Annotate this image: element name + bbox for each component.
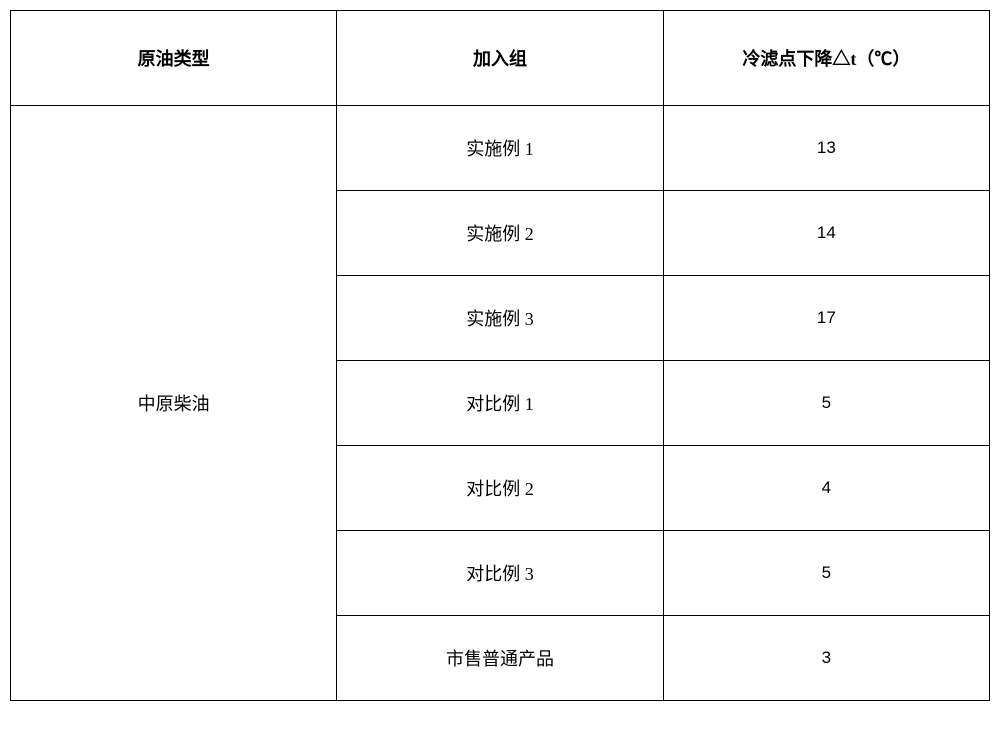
table-row: 中原柴油 实施例 1 13: [11, 106, 990, 191]
value-cell: 5: [663, 531, 989, 616]
table-header-row: 原油类型 加入组 冷滤点下降△t（℃）: [11, 11, 990, 106]
column-header-oil-type: 原油类型: [11, 11, 337, 106]
oil-type-cell: 中原柴油: [11, 106, 337, 701]
group-cell: 实施例 3: [337, 276, 663, 361]
value-cell: 17: [663, 276, 989, 361]
value-cell: 13: [663, 106, 989, 191]
group-cell: 市售普通产品: [337, 616, 663, 701]
group-cell: 实施例 1: [337, 106, 663, 191]
group-cell: 对比例 2: [337, 446, 663, 531]
data-table: 原油类型 加入组 冷滤点下降△t（℃） 中原柴油 实施例 1 13 实施例 2 …: [10, 10, 990, 701]
value-cell: 14: [663, 191, 989, 276]
group-cell: 实施例 2: [337, 191, 663, 276]
value-cell: 3: [663, 616, 989, 701]
column-header-group: 加入组: [337, 11, 663, 106]
group-cell: 对比例 1: [337, 361, 663, 446]
group-cell: 对比例 3: [337, 531, 663, 616]
column-header-value: 冷滤点下降△t（℃）: [663, 11, 989, 106]
value-cell: 5: [663, 361, 989, 446]
value-cell: 4: [663, 446, 989, 531]
